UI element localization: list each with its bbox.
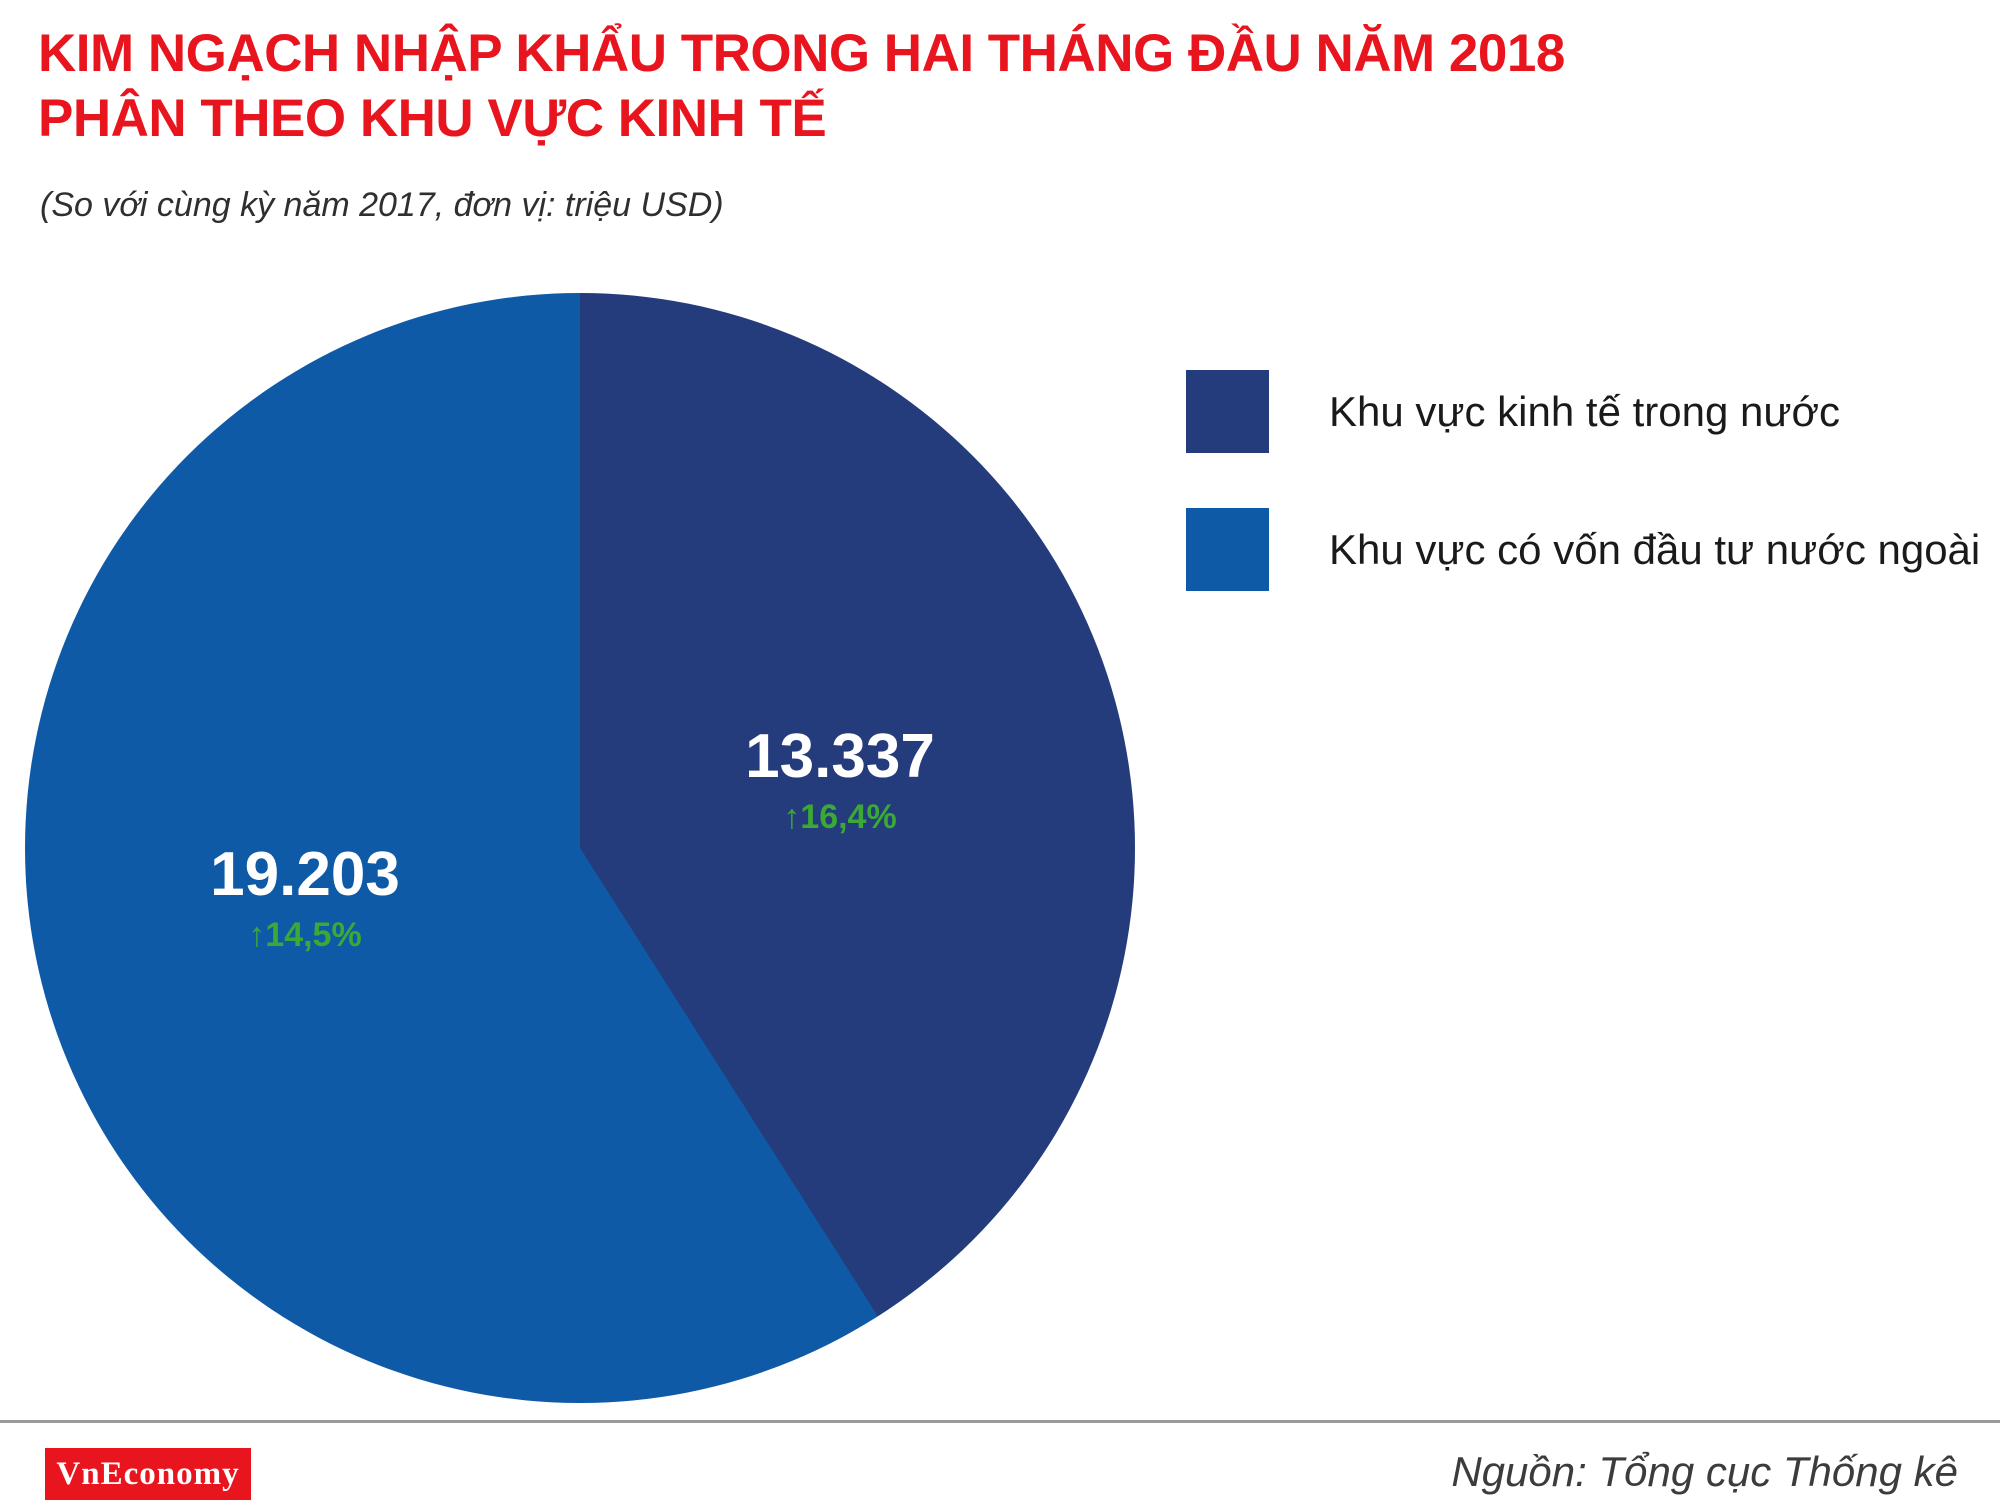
pie-slice-label-foreign: 19.203 ↑14,5% [165, 844, 445, 954]
legend-swatch [1186, 370, 1269, 453]
chart-subtitle: (So với cùng kỳ năm 2017, đơn vị: triệu … [40, 186, 724, 224]
legend-swatch [1186, 508, 1269, 591]
pie-chart [25, 293, 1135, 1403]
legend-item-domestic: Khu vực kinh tế trong nước [1186, 370, 1980, 453]
slice-change-domestic: ↑16,4% [783, 798, 897, 836]
slice-value-domestic: 13.337 [745, 722, 935, 791]
title-line-1: KIM NGẠCH NHẬP KHẨU TRONG HAI THÁNG ĐẦU … [38, 24, 1565, 83]
slice-value-foreign: 19.203 [210, 840, 400, 909]
footer-divider [0, 1420, 2000, 1423]
legend-item-foreign: Khu vực có vốn đầu tư nước ngoài [1186, 508, 1980, 591]
slice-change-foreign: ↑14,5% [248, 916, 362, 954]
legend-label-foreign: Khu vực có vốn đầu tư nước ngoài [1329, 525, 1981, 573]
page-title: KIM NGẠCH NHẬP KHẨU TRONG HAI THÁNG ĐẦU … [38, 22, 1565, 151]
legend: Khu vực kinh tế trong nước Khu vực có vố… [1186, 370, 1980, 646]
source-text: Nguồn: Tổng cục Thống kê [1451, 1448, 1958, 1495]
pie-slice-label-domestic: 13.337 ↑16,4% [700, 726, 980, 836]
vneconomy-logo: VnEconomy [45, 1448, 251, 1500]
legend-label-domestic: Khu vực kinh tế trong nước [1329, 387, 1841, 435]
title-line-2: PHÂN THEO KHU VỰC KINH TẾ [38, 88, 827, 148]
